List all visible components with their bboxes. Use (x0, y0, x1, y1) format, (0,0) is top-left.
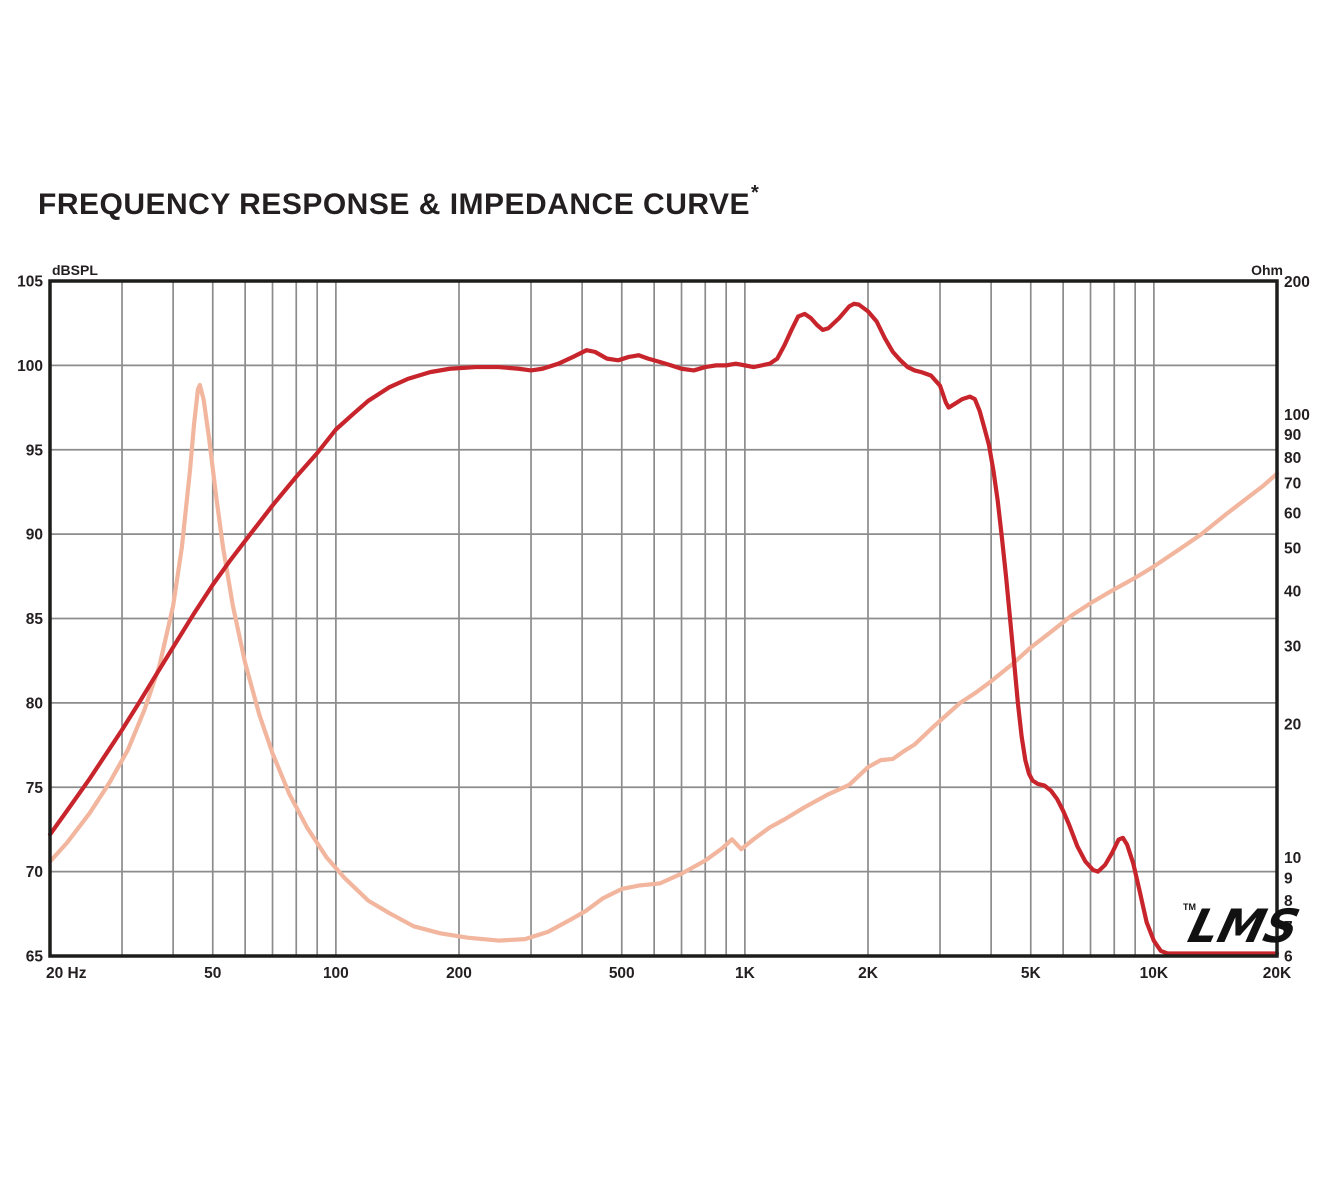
x-axis-tick-20: 20 Hz (46, 965, 87, 982)
right-axis-tick-90: 90 (1284, 427, 1301, 444)
left-axis-tick-75: 75 (26, 780, 44, 797)
right-axis-tick-80: 80 (1284, 450, 1301, 467)
x-axis-tick-10000: 10K (1140, 965, 1169, 982)
x-axis-tick-20000: 20K (1263, 965, 1292, 982)
x-axis-tick-50: 50 (204, 965, 221, 982)
right-axis-unit-label: Ohm (1251, 262, 1283, 278)
left-axis-tick-85: 85 (26, 611, 44, 628)
chart-title-text: FREQUENCY RESPONSE & IMPEDANCE CURVE (38, 188, 751, 221)
x-axis-tick-labels: 20 Hz 50 100 200 500 1K 2K 5K 10K 20K (46, 965, 1292, 982)
left-axis-tick-90: 90 (26, 527, 43, 544)
left-axis-tick-labels: 105 100 95 90 85 80 75 70 65 (17, 274, 43, 966)
plot-border (48, 279, 1279, 958)
lms-trademark-symbol: TM (1183, 902, 1196, 912)
left-axis-tick-80: 80 (26, 695, 43, 712)
chart-title-asterisk: * (751, 182, 760, 204)
x-axis-tick-200: 200 (446, 965, 472, 982)
x-axis-tick-5000: 5K (1021, 965, 1042, 982)
left-axis-tick-100: 100 (17, 358, 43, 375)
gridlines (50, 281, 1277, 956)
right-axis-tick-20: 20 (1284, 717, 1301, 734)
lms-logo-text: LMS (1183, 901, 1304, 954)
x-axis-tick-500: 500 (609, 965, 635, 982)
right-axis-tick-10: 10 (1284, 850, 1301, 867)
right-axis-tick-50: 50 (1284, 540, 1301, 557)
chart-title: FREQUENCY RESPONSE & IMPEDANCE CURVE* (38, 182, 759, 222)
left-axis-tick-105: 105 (17, 274, 43, 291)
left-axis-unit-label: dBSPL (52, 262, 98, 278)
impedance-curve (47, 382, 1280, 943)
lms-logo: LMS (1183, 901, 1304, 954)
x-axis-tick-100: 100 (323, 965, 349, 982)
right-axis-tick-9: 9 (1284, 870, 1293, 887)
left-axis-tick-65: 65 (26, 949, 44, 966)
right-axis-tick-labels: 200 100 90 80 70 60 50 40 30 20 10 9 8 7 6 (1284, 274, 1310, 966)
right-axis-tick-8: 8 (1284, 893, 1293, 910)
frequency-response-curve (47, 301, 1280, 956)
left-axis-tick-70: 70 (26, 864, 43, 881)
right-axis-tick-200: 200 (1284, 274, 1310, 291)
left-axis-tick-95: 95 (26, 442, 44, 459)
right-axis-tick-100: 100 (1284, 407, 1310, 424)
right-axis-tick-30: 30 (1284, 639, 1301, 656)
x-axis-tick-2000: 2K (858, 965, 879, 982)
right-axis-tick-60: 60 (1284, 505, 1301, 522)
right-axis-tick-70: 70 (1284, 476, 1301, 493)
right-axis-tick-7: 7 (1284, 919, 1293, 936)
right-axis-tick-40: 40 (1284, 583, 1301, 600)
right-axis-tick-6: 6 (1284, 949, 1293, 966)
x-axis-tick-1000: 1K (735, 965, 756, 982)
